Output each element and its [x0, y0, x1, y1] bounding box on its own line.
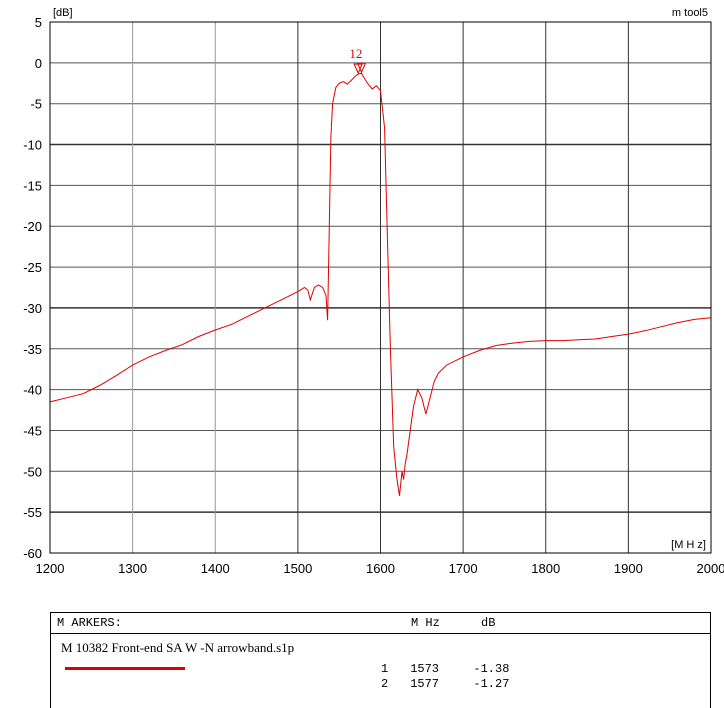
frequency-response-chart: 5 0 -5 -10 -15 -20 -25 -30 -35 -40 -45 -50 -55 -60 12… [23, 7, 724, 576]
y-tick-label: -25 [23, 260, 42, 275]
x-tick-label: 2000 [697, 561, 724, 576]
freq-column-header: M Hz [411, 616, 440, 630]
x-tick-label: 1800 [531, 561, 560, 576]
marker-label: 12 [349, 46, 362, 61]
y-tick-label: -20 [23, 219, 42, 234]
x-tick-label: 1900 [614, 561, 643, 576]
y-tick-label: -35 [23, 342, 42, 357]
marker-layer: 12 [349, 46, 367, 75]
markers-title: M ARKERS: [57, 616, 122, 630]
y-tick-label: -40 [23, 383, 42, 398]
marker-row: 2 1577 -1.27 [381, 677, 509, 691]
x-tick-label: 1600 [366, 561, 395, 576]
markers-panel: M ARKERS: M Hz dB M 10382 Front-end SA W… [50, 612, 711, 708]
marker-row: 1 1573 -1.38 [381, 662, 509, 676]
x-tick-label: 1400 [201, 561, 230, 576]
marker-triangle [356, 62, 367, 74]
x-axis-label: [M H z] [671, 539, 706, 551]
y-tick-labels: 5 0 -5 -10 -15 -20 -25 -30 -35 -40 -45 -50 -55 -60 [23, 15, 42, 561]
x-tick-label: 1200 [36, 561, 65, 576]
series-layer [49, 72, 712, 496]
y-tick-label: -10 [23, 138, 42, 153]
x-tick-label: 1700 [449, 561, 478, 576]
y-tick-label: -45 [23, 423, 42, 438]
series-line [49, 72, 712, 496]
marker-number: 2 [381, 677, 389, 691]
markers-header: M ARKERS: M Hz dB [51, 613, 710, 634]
y-tick-label: -30 [23, 301, 42, 316]
y-tick-label: 0 [35, 56, 42, 71]
file-name: M 10382 Front-end SA W -N arrowband.s1p [61, 640, 295, 655]
y-tick-label: 5 [35, 15, 42, 30]
trace-legend-line [65, 667, 185, 670]
x-tick-labels: 1200 1300 1400 1500 1600 1700 1800 1900 2000 [36, 561, 724, 576]
marker-db: -1.38 [473, 662, 510, 676]
y-tick-label: -15 [23, 178, 42, 193]
marker-db: -1.27 [473, 677, 510, 691]
marker-freq: 1577 [410, 677, 440, 691]
plot-frame [49, 21, 712, 554]
y-tick-label: -60 [23, 546, 42, 561]
corner-label: m tool5 [672, 7, 708, 19]
grid [49, 21, 712, 554]
marker-freq: 1573 [410, 662, 440, 676]
y-tick-label: -50 [23, 464, 42, 479]
y-axis-label: [dB] [53, 7, 73, 19]
marker-number: 1 [381, 662, 389, 676]
y-tick-label: -5 [30, 97, 42, 112]
x-tick-label: 1300 [118, 561, 147, 576]
db-column-header: dB [481, 616, 496, 630]
x-tick-label: 1500 [283, 561, 312, 576]
y-tick-label: -55 [23, 505, 42, 520]
